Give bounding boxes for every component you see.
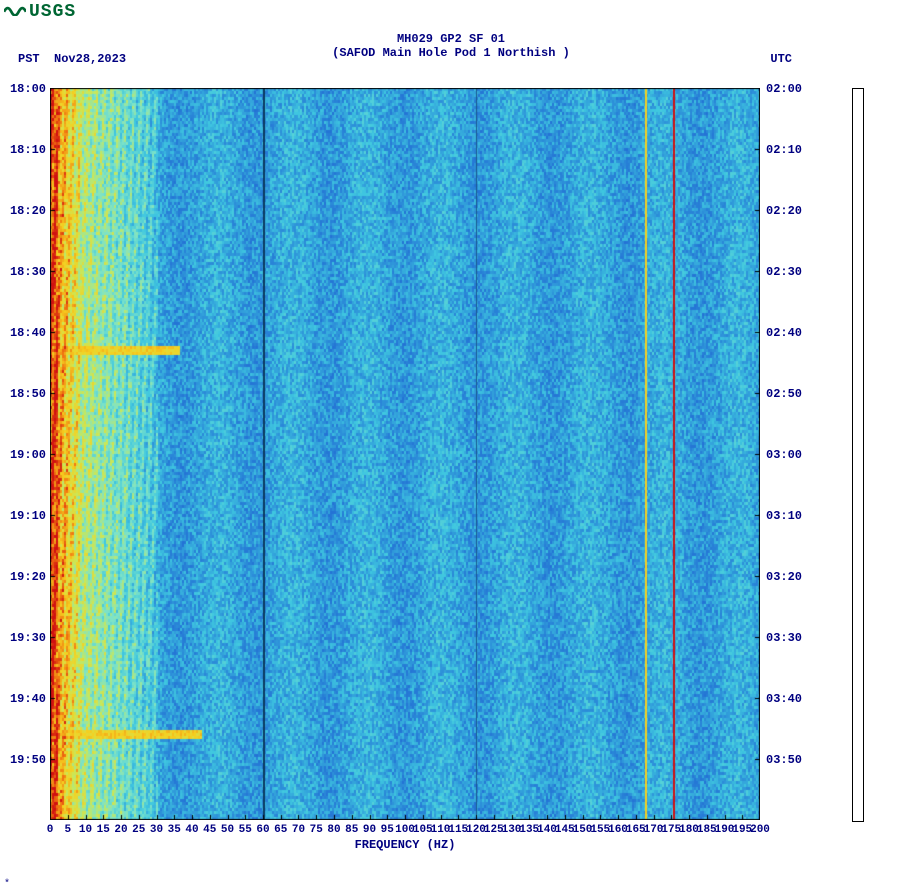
y-left-tick: 18:00 (2, 82, 46, 96)
y-right-tick: 02:00 (766, 82, 802, 96)
y-right-tick: 02:20 (766, 204, 802, 218)
y-right-tick: 03:30 (766, 631, 802, 645)
y-left-tick: 18:10 (2, 143, 46, 157)
y-left-tick: 19:40 (2, 692, 46, 706)
spectrogram-canvas (50, 88, 760, 820)
x-tick: 25 (132, 824, 145, 836)
wave-icon (4, 2, 26, 22)
x-tick: 200 (750, 824, 770, 836)
colorbar (852, 88, 864, 822)
x-tick: 85 (345, 824, 358, 836)
x-tick: 20 (114, 824, 127, 836)
y-right-tick: 03:20 (766, 570, 802, 584)
y-left-tick: 18:50 (2, 387, 46, 401)
y-right-tick: 03:10 (766, 509, 802, 523)
x-tick: 0 (47, 824, 54, 836)
title-line-2: (SAFOD Main Hole Pod 1 Northish ) (0, 46, 902, 60)
y-right-tick: 03:50 (766, 753, 802, 767)
x-tick: 45 (203, 824, 216, 836)
title-line-1: MH029 GP2 SF 01 (0, 32, 902, 46)
right-timezone-label: UTC (770, 52, 792, 66)
x-tick: 10 (79, 824, 92, 836)
x-tick: 15 (97, 824, 110, 836)
y-left-tick: 18:40 (2, 326, 46, 340)
x-tick: 65 (274, 824, 287, 836)
y-left-tick: 18:20 (2, 204, 46, 218)
footnote: * (4, 879, 10, 890)
y-right-tick: 02:50 (766, 387, 802, 401)
y-left-tick: 19:30 (2, 631, 46, 645)
y-right-tick: 03:00 (766, 448, 802, 462)
x-axis-title: FREQUENCY (HZ) (50, 838, 760, 852)
y-left-tick: 19:00 (2, 448, 46, 462)
y-right-tick: 02:10 (766, 143, 802, 157)
x-tick: 80 (327, 824, 340, 836)
x-tick: 60 (256, 824, 269, 836)
x-tick: 55 (239, 824, 252, 836)
x-tick: 75 (310, 824, 323, 836)
x-tick: 50 (221, 824, 234, 836)
x-tick: 35 (168, 824, 181, 836)
x-tick: 40 (185, 824, 198, 836)
spectrogram-plot (50, 88, 760, 820)
usgs-logo: USGS (4, 2, 76, 22)
x-tick: 30 (150, 824, 163, 836)
x-axis-ticks: 0510152025303540455055606570758085909510… (50, 824, 770, 838)
y-left-tick: 18:30 (2, 265, 46, 279)
y-left-tick: 19:50 (2, 753, 46, 767)
x-tick: 90 (363, 824, 376, 836)
left-timezone-label: PST Nov28,2023 (18, 52, 126, 66)
y-right-tick: 02:30 (766, 265, 802, 279)
y-right-tick: 03:40 (766, 692, 802, 706)
logo-text: USGS (29, 2, 76, 22)
y-left-tick: 19:10 (2, 509, 46, 523)
plot-header: MH029 GP2 SF 01 (SAFOD Main Hole Pod 1 N… (0, 32, 902, 60)
x-tick: 70 (292, 824, 305, 836)
y-right-tick: 02:40 (766, 326, 802, 340)
x-tick: 95 (381, 824, 394, 836)
x-tick: 5 (64, 824, 71, 836)
y-left-tick: 19:20 (2, 570, 46, 584)
